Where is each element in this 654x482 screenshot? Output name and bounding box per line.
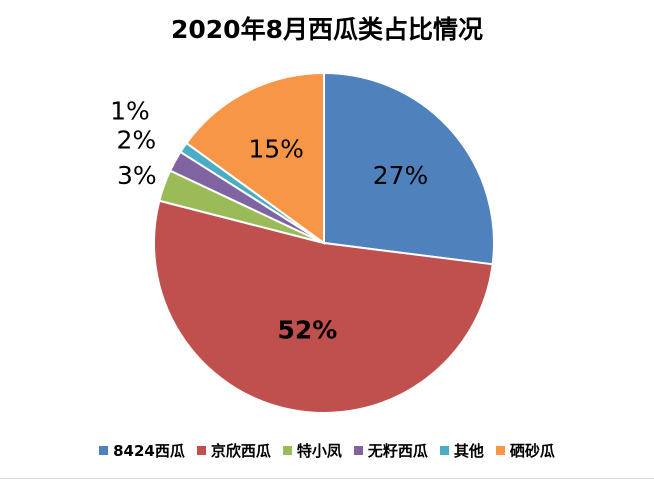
pie-slice-8424	[323, 71, 495, 266]
legend-swatch-wuzi	[353, 446, 363, 455]
pie-slice-jingxin	[152, 199, 494, 415]
data-label-texiaofeng: 3%	[117, 161, 157, 190]
data-label-8424: 27%	[373, 161, 429, 190]
legend-swatch-xishagua	[495, 446, 505, 455]
legend-label-wuzi: 无籽西瓜	[367, 442, 428, 460]
legend-label-xishagua: 硒砂瓜	[509, 442, 555, 460]
legend-swatch-8424	[99, 446, 109, 455]
data-label-jingxin: 52%	[278, 315, 338, 344]
legend-label-jingxin: 京欣西瓜	[210, 442, 271, 460]
legend-item-qita: 其他	[439, 440, 484, 461]
legend-label-qita: 其他	[453, 442, 484, 460]
legend-label-texiaofeng: 特小凤	[296, 442, 342, 460]
legend-swatch-texiaofeng	[282, 446, 292, 455]
legend-swatch-jingxin	[196, 446, 206, 455]
data-label-wuzi: 2%	[116, 125, 156, 154]
bottom-divider	[0, 478, 654, 479]
legend-item-xishagua: 硒砂瓜	[495, 440, 555, 461]
data-label-qita: 1%	[110, 97, 150, 126]
legend-label-8424: 8424西瓜	[113, 442, 185, 460]
data-label-xishagua: 15%	[248, 135, 304, 164]
legend-item-8424: 8424西瓜	[99, 440, 185, 461]
pie-slice-xishagua	[185, 71, 325, 245]
legend-item-texiaofeng: 特小凤	[282, 440, 342, 461]
legend-item-jingxin: 京欣西瓜	[196, 440, 271, 461]
chart-title: 2020年8月西瓜类占比情况	[171, 15, 483, 44]
legend-item-wuzi: 无籽西瓜	[353, 440, 428, 461]
legend-swatch-qita	[439, 446, 449, 455]
chart-legend: 8424西瓜 京欣西瓜 特小凤 无籽西瓜 其他 硒砂瓜	[0, 440, 654, 461]
